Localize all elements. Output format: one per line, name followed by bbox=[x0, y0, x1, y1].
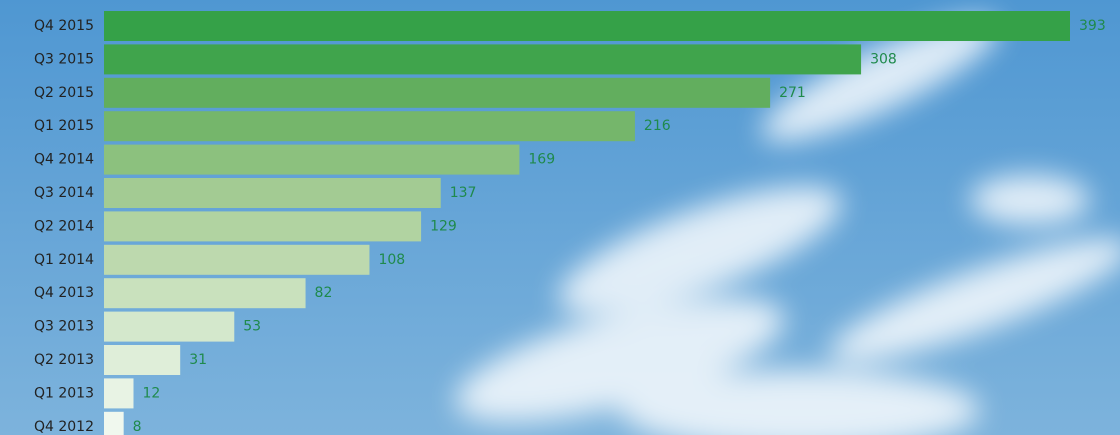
bar bbox=[104, 111, 635, 142]
bar bbox=[104, 77, 771, 108]
category-label: Q1 2013 bbox=[34, 385, 94, 401]
category-label: Q3 2013 bbox=[34, 319, 94, 335]
value-label: 308 bbox=[870, 51, 897, 67]
bar bbox=[104, 178, 441, 208]
category-label: Q3 2014 bbox=[34, 185, 94, 201]
value-label: 8 bbox=[133, 419, 142, 435]
bar bbox=[104, 311, 235, 342]
value-label: 216 bbox=[644, 118, 671, 134]
category-label: Q4 2013 bbox=[34, 285, 94, 301]
category-label: Q1 2014 bbox=[34, 252, 94, 268]
value-label: 53 bbox=[243, 319, 261, 335]
category-label: Q2 2013 bbox=[34, 352, 94, 368]
bar bbox=[104, 378, 134, 409]
bar bbox=[104, 411, 124, 435]
value-label: 31 bbox=[189, 352, 207, 368]
value-label: 137 bbox=[450, 185, 477, 201]
value-label: 108 bbox=[378, 252, 405, 268]
bar bbox=[104, 244, 370, 275]
bar bbox=[104, 44, 862, 75]
category-label: Q4 2012 bbox=[34, 419, 94, 435]
value-label: 271 bbox=[779, 85, 806, 101]
category-label: Q4 2014 bbox=[34, 152, 94, 168]
category-label: Q4 2015 bbox=[34, 18, 94, 34]
category-label: Q2 2014 bbox=[34, 218, 94, 234]
value-label: 12 bbox=[142, 385, 160, 401]
bar bbox=[104, 345, 181, 375]
clouds bbox=[455, 18, 1120, 435]
category-label: Q1 2015 bbox=[34, 118, 94, 134]
bar bbox=[104, 144, 520, 175]
value-label: 393 bbox=[1079, 18, 1106, 34]
value-label: 82 bbox=[315, 285, 333, 301]
bar bbox=[104, 211, 422, 242]
category-label: Q2 2015 bbox=[34, 85, 94, 101]
category-label: Q3 2015 bbox=[34, 51, 94, 67]
bar bbox=[104, 11, 1070, 41]
value-label: 169 bbox=[528, 152, 555, 168]
bar bbox=[104, 278, 306, 309]
value-label: 129 bbox=[430, 218, 457, 234]
